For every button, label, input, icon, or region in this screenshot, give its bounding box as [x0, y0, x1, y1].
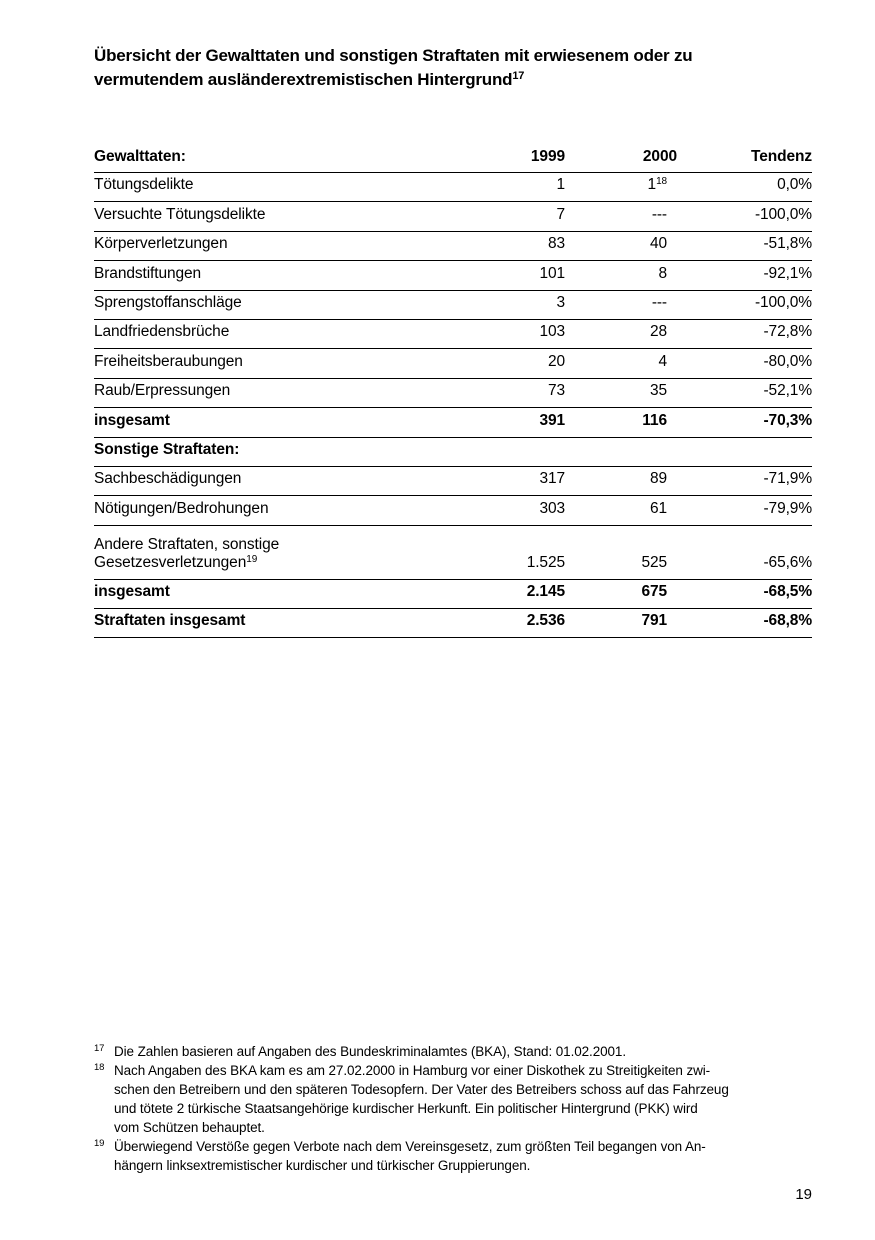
title-footnote-ref: 17: [512, 70, 525, 82]
value-tendenz: -100,0%: [677, 290, 812, 320]
table-header-row: Gewalttaten: 1999 2000 Tendenz: [94, 140, 812, 173]
empty-cell: [677, 437, 812, 467]
value-tendenz: -71,9%: [677, 466, 812, 497]
value-2000: ---: [565, 290, 677, 320]
table-row: Versuchte Tötungsdelikte 7 --- -100,0%: [94, 201, 812, 232]
value-2000: 675: [565, 579, 677, 610]
value-1999: 103: [494, 319, 565, 350]
table-section-row: Sonstige Straftaten:: [94, 437, 812, 467]
value-tendenz: -51,8%: [677, 231, 812, 262]
value-tendenz: -70,3%: [677, 407, 812, 438]
table-row: Brandstiftungen 101 8 -92,1%: [94, 260, 812, 291]
value-2000: 118: [565, 172, 677, 203]
footnote-17: 17 Die Zahlen basieren auf Angaben des B…: [94, 1042, 818, 1061]
page-title: Übersicht der Gewalttaten und sonstigen …: [94, 44, 844, 92]
empty-cell: [565, 437, 677, 467]
table-row: Sachbeschädigungen 317 89 -71,9%: [94, 466, 812, 497]
header-1999: 1999: [494, 140, 565, 173]
row-label: insgesamt: [94, 579, 494, 610]
value-tendenz: -68,5%: [677, 579, 812, 610]
value-2000: 61: [565, 495, 677, 526]
value-2000: ---: [565, 201, 677, 232]
value-tendenz: -68,8%: [677, 608, 812, 639]
row-label: Nötigungen/Bedrohungen: [94, 495, 494, 526]
value-1999: 2.536: [494, 608, 565, 639]
page-number: 19: [795, 1186, 812, 1203]
value-1999: 303: [494, 495, 565, 526]
table-row: Landfriedensbrüche 103 28 -72,8%: [94, 319, 812, 350]
table-row-total-gewalttaten: insgesamt 391 116 -70,3%: [94, 407, 812, 438]
row-label: Körperverletzungen: [94, 231, 494, 262]
section-label: Sonstige Straftaten:: [94, 437, 494, 467]
value-2000: 89: [565, 466, 677, 497]
row-label: Sachbeschädigungen: [94, 466, 494, 497]
table-row-grand-total: Straftaten insgesamt 2.536 791 -68,8%: [94, 608, 812, 639]
footnote-19: 19 Überwiegend Verstöße gegen Verbote na…: [94, 1137, 818, 1175]
page-title-text: Übersicht der Gewalttaten und sonstigen …: [94, 46, 693, 89]
row-label: Brandstiftungen: [94, 260, 494, 291]
footnote-ref: 17: [94, 1043, 105, 1054]
value-tendenz: -79,9%: [677, 495, 812, 526]
value-2000: 35: [565, 378, 677, 409]
value-2000: 40: [565, 231, 677, 262]
row-label: Versuchte Tötungsdelikte: [94, 201, 494, 232]
value-tendenz: 0,0%: [677, 172, 812, 203]
row-label: Freiheitsberaubungen: [94, 348, 494, 379]
footnotes-section: 17 Die Zahlen basieren auf Angaben des B…: [94, 1042, 818, 1175]
value-1999: 1: [494, 172, 565, 203]
table-row: Sprengstoffanschläge 3 --- -100,0%: [94, 290, 812, 320]
table-row: Tötungsdelikte 1 118 0,0%: [94, 172, 812, 203]
value-1999: 1.525: [494, 525, 565, 580]
value-1999: 2.145: [494, 579, 565, 610]
empty-cell: [494, 437, 565, 467]
table-row: Raub/Erpressungen 73 35 -52,1%: [94, 378, 812, 409]
footnote-text: Nach Angaben des BKA kam es am 27.02.200…: [114, 1063, 729, 1135]
row-label: Tötungsdelikte: [94, 172, 494, 203]
value-tendenz: -100,0%: [677, 201, 812, 232]
value-1999: 3: [494, 290, 565, 320]
row-label: Sprengstoffanschläge: [94, 290, 494, 320]
value-2000: 791: [565, 608, 677, 639]
value-tendenz: -52,1%: [677, 378, 812, 409]
value-2000: 8: [565, 260, 677, 291]
row-label: insgesamt: [94, 407, 494, 438]
value-tendenz: -80,0%: [677, 348, 812, 379]
row-label: Landfriedensbrüche: [94, 319, 494, 350]
value-2000: 525: [565, 525, 677, 580]
table-header: Gewalttaten: 1999 2000 Tendenz: [94, 140, 812, 173]
value-tendenz: -92,1%: [677, 260, 812, 291]
footnote-text: Die Zahlen basieren auf Angaben des Bund…: [114, 1044, 626, 1059]
header-2000: 2000: [565, 140, 677, 173]
row-label: Straftaten insgesamt: [94, 608, 494, 639]
header-tendenz: Tendenz: [677, 140, 812, 173]
value-1999: 317: [494, 466, 565, 497]
value-2000: 116: [565, 407, 677, 438]
value-1999: 101: [494, 260, 565, 291]
table-row: Freiheitsberaubungen 20 4 -80,0%: [94, 348, 812, 379]
value-1999: 73: [494, 378, 565, 409]
footnote-18: 18 Nach Angaben des BKA kam es am 27.02.…: [94, 1061, 818, 1137]
value-1999: 7: [494, 201, 565, 232]
table-row: Andere Straftaten, sonstige Gesetzesverl…: [94, 525, 812, 580]
row-label: Raub/Erpressungen: [94, 378, 494, 409]
cell-footnote-ref: 19: [246, 553, 258, 565]
value-1999: 391: [494, 407, 565, 438]
footnote-ref: 18: [94, 1062, 105, 1073]
table-row-total-sonstige: insgesamt 2.145 675 -68,5%: [94, 579, 812, 610]
value-2000: 4: [565, 348, 677, 379]
header-category: Gewalttaten:: [94, 140, 494, 173]
value-1999: 20: [494, 348, 565, 379]
value-tendenz: -65,6%: [677, 525, 812, 580]
row-label: Andere Straftaten, sonstige Gesetzesverl…: [94, 525, 494, 580]
value-tendenz: -72,8%: [677, 319, 812, 350]
footnote-text: Überwiegend Verstöße gegen Verbote nach …: [114, 1139, 706, 1173]
crime-statistics-table: Gewalttaten: 1999 2000 Tendenz Tötungsde…: [94, 140, 812, 639]
cell-footnote-ref: 18: [656, 176, 667, 188]
table-row: Nötigungen/Bedrohungen 303 61 -79,9%: [94, 495, 812, 526]
value-1999: 83: [494, 231, 565, 262]
table-row: Körperverletzungen 83 40 -51,8%: [94, 231, 812, 262]
footnote-ref: 19: [94, 1138, 105, 1149]
value-2000: 28: [565, 319, 677, 350]
